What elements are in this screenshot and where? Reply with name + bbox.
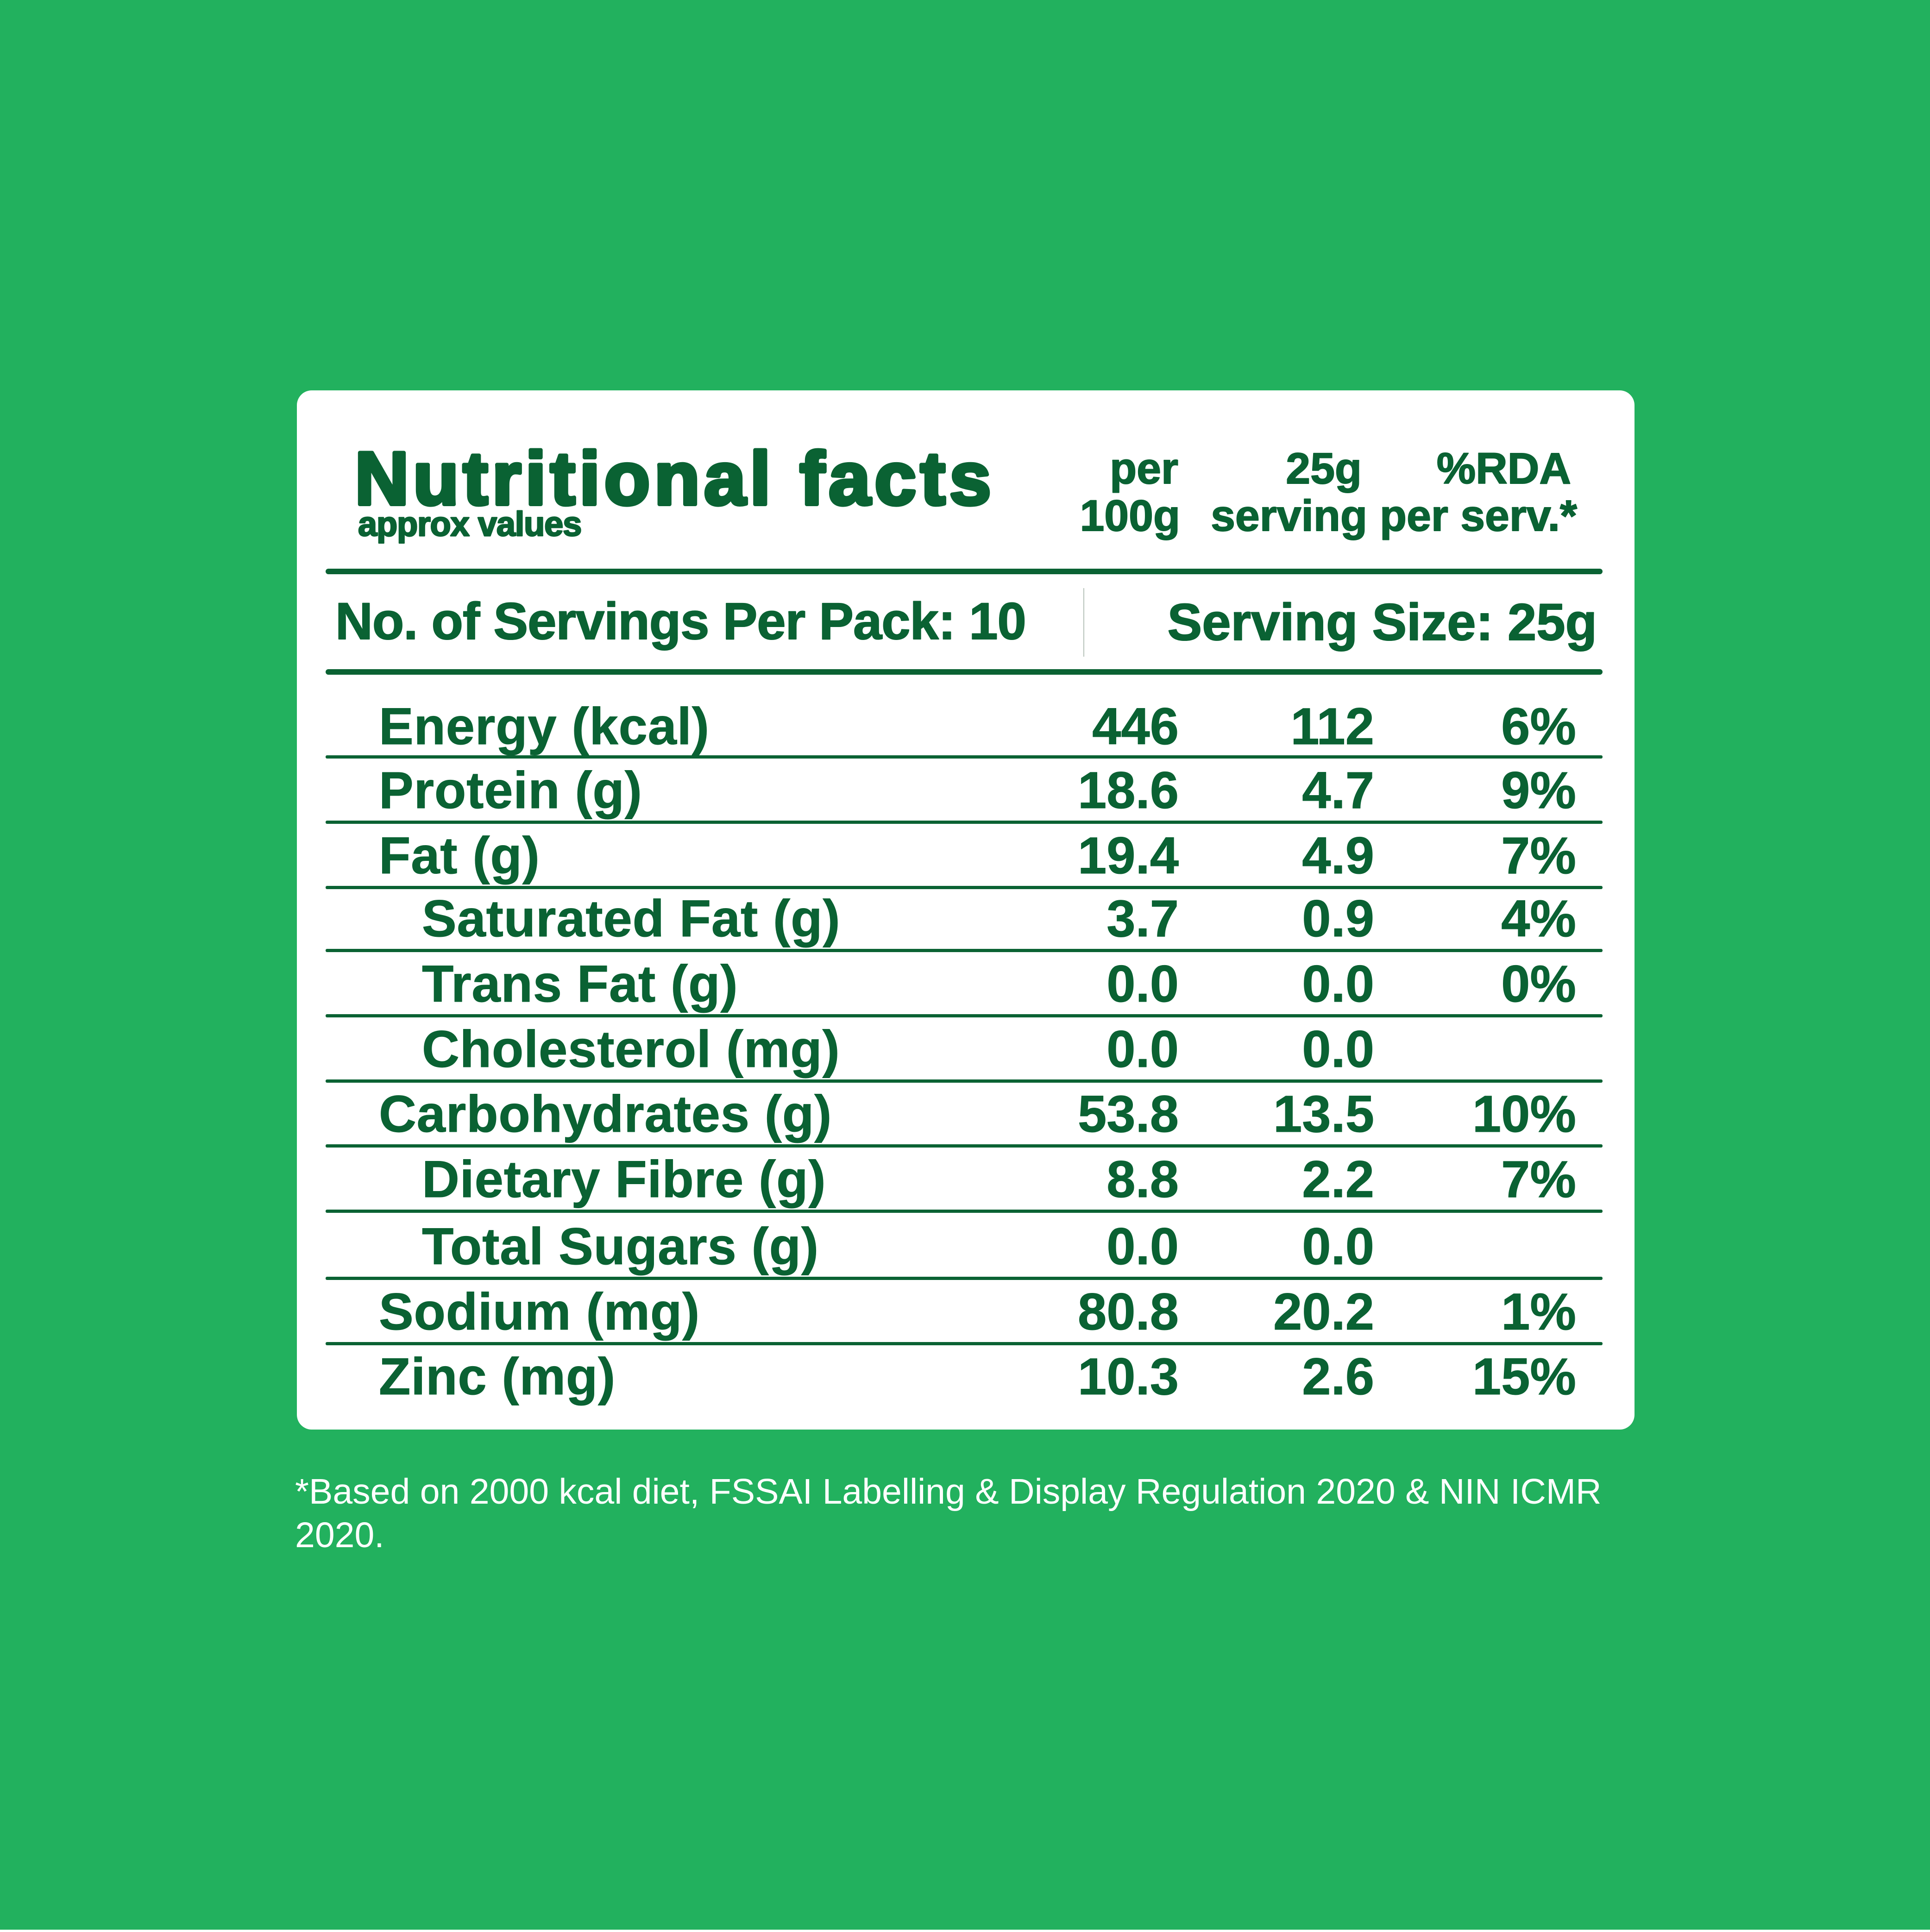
svg-text:15%: 15% (1472, 1348, 1576, 1405)
svg-text:0%: 0% (1501, 955, 1576, 1013)
svg-text:Energy (kcal): Energy (kcal) (379, 697, 710, 755)
svg-text:Saturated Fat (g): Saturated Fat (g) (422, 890, 840, 947)
svg-text:0.9: 0.9 (1302, 890, 1374, 947)
svg-text:10%: 10% (1472, 1085, 1576, 1143)
svg-text:3.7: 3.7 (1106, 890, 1179, 947)
svg-text:112: 112 (1290, 697, 1374, 755)
svg-text:per serv.*: per serv.* (1380, 491, 1577, 540)
svg-text:4.7: 4.7 (1302, 761, 1374, 819)
svg-text:0.0: 0.0 (1302, 1217, 1374, 1275)
svg-text:0.0: 0.0 (1302, 955, 1374, 1013)
svg-text:1%: 1% (1501, 1283, 1576, 1341)
svg-text:25g: 25g (1286, 444, 1362, 493)
svg-text:2.6: 2.6 (1302, 1348, 1374, 1405)
svg-text:Sodium (mg): Sodium (mg) (379, 1283, 700, 1341)
svg-text:%RDA: %RDA (1437, 444, 1571, 493)
svg-text:9%: 9% (1501, 761, 1576, 819)
svg-text:2.2: 2.2 (1302, 1150, 1374, 1208)
svg-text:Nutritional facts: Nutritional facts (355, 437, 995, 521)
svg-text:0.0: 0.0 (1106, 1217, 1179, 1275)
svg-text:Total Sugars (g): Total Sugars (g) (422, 1217, 819, 1275)
svg-text:Zinc (mg): Zinc (mg) (379, 1348, 616, 1405)
svg-text:10.3: 10.3 (1078, 1348, 1179, 1405)
svg-text:Cholesterol (mg): Cholesterol (mg) (422, 1020, 840, 1078)
svg-text:per: per (1110, 444, 1178, 493)
svg-text:Trans Fat (g): Trans Fat (g) (422, 955, 738, 1013)
svg-text:Dietary Fibre (g): Dietary Fibre (g) (422, 1150, 826, 1208)
svg-text:100g: 100g (1080, 491, 1180, 540)
svg-text:Serving Size: 25g: Serving Size: 25g (1168, 593, 1597, 651)
svg-text:*Based on 2000 kcal diet, FSSA: *Based on 2000 kcal diet, FSSAI Labellin… (295, 1472, 1602, 1512)
svg-text:7%: 7% (1501, 827, 1576, 884)
svg-text:2020.: 2020. (295, 1515, 384, 1555)
svg-text:0.0: 0.0 (1106, 955, 1179, 1013)
svg-text:8.8: 8.8 (1106, 1150, 1179, 1208)
svg-text:0.0: 0.0 (1106, 1020, 1179, 1078)
svg-text:53.8: 53.8 (1078, 1085, 1179, 1143)
svg-text:No. of Servings Per Pack: 10: No. of Servings Per Pack: 10 (335, 592, 1026, 650)
svg-text:4%: 4% (1501, 890, 1576, 947)
svg-text:serving: serving (1211, 491, 1367, 540)
svg-text:19.4: 19.4 (1078, 827, 1179, 884)
svg-text:18.6: 18.6 (1078, 761, 1179, 819)
svg-text:Carbohydrates (g): Carbohydrates (g) (379, 1085, 832, 1143)
svg-text:7%: 7% (1501, 1150, 1576, 1208)
svg-text:20.2: 20.2 (1273, 1283, 1374, 1341)
svg-text:6%: 6% (1501, 697, 1576, 755)
svg-text:13.5: 13.5 (1273, 1085, 1374, 1143)
svg-text:4.9: 4.9 (1302, 827, 1374, 884)
svg-text:0.0: 0.0 (1302, 1020, 1374, 1078)
svg-text:approx values: approx values (358, 505, 581, 543)
svg-text:80.8: 80.8 (1078, 1283, 1179, 1341)
svg-text:Fat (g): Fat (g) (379, 827, 540, 884)
svg-text:446: 446 (1092, 697, 1179, 755)
svg-text:Protein (g): Protein (g) (379, 761, 642, 819)
